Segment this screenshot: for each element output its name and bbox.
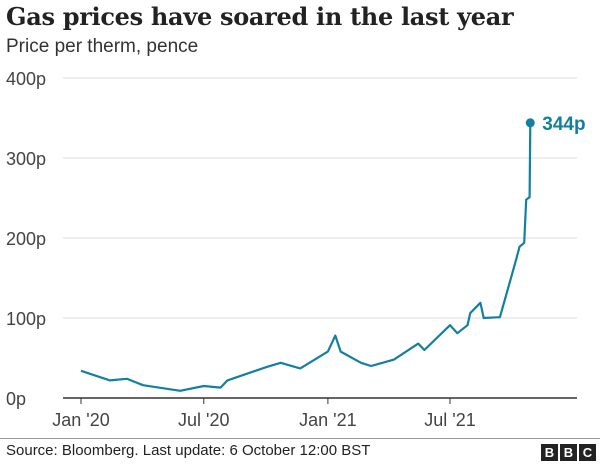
footer-divider xyxy=(0,438,600,439)
logo-letter: C xyxy=(579,444,596,461)
y-tick-label: 100p xyxy=(6,309,46,329)
y-tick-label: 400p xyxy=(6,69,46,89)
y-tick-label: 200p xyxy=(6,229,46,249)
end-value-label: 344p xyxy=(542,114,585,135)
chart-title: Gas prices have soared in the last year xyxy=(6,2,514,31)
y-tick-label: 300p xyxy=(6,149,46,169)
source-note: Source: Bloomberg. Last update: 6 Octobe… xyxy=(6,442,371,459)
x-tick-label: Jul '21 xyxy=(424,410,475,430)
x-tick-label: Jan '20 xyxy=(52,410,109,430)
x-tick-label: Jan '21 xyxy=(299,410,356,430)
price-line xyxy=(80,122,532,392)
x-tick-label: Jul '20 xyxy=(178,410,229,430)
logo-letter: B xyxy=(541,444,558,461)
end-point-marker xyxy=(525,118,535,128)
logo-letter: B xyxy=(560,444,577,461)
y-tick-label: 0p xyxy=(6,389,26,409)
chart-subtitle: Price per therm, pence xyxy=(6,36,199,57)
